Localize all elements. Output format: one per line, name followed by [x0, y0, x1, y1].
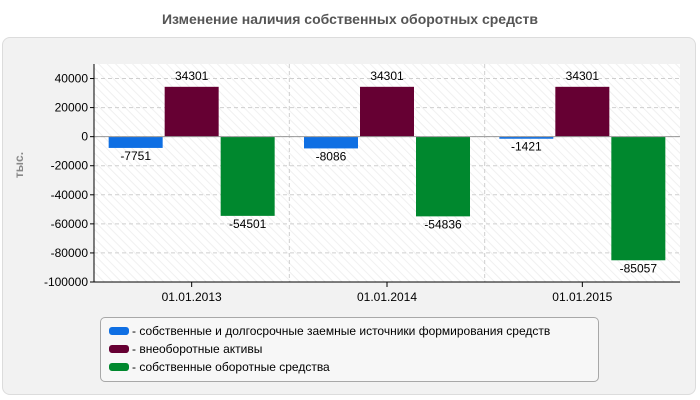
y-axis-label: тыс. [12, 152, 26, 178]
bar [164, 86, 219, 137]
data-label: -8086 [316, 149, 347, 163]
y-tick-label: 0 [81, 130, 88, 144]
bar [360, 86, 414, 137]
data-label: -85057 [620, 261, 658, 275]
chart-title: Изменение наличия собственных оборотных … [161, 11, 539, 27]
data-label: -1421 [511, 140, 542, 154]
legend-label: - собственные и долгосрочные заемные ист… [132, 324, 551, 338]
legend-label: - внеоборотные активы [132, 342, 263, 356]
legend-item: - собственные и долгосрочные заемные ист… [109, 322, 598, 340]
data-label: -54501 [229, 217, 267, 231]
legend-swatch [109, 327, 129, 335]
bar [416, 136, 470, 217]
y-tick-label: -40000 [51, 188, 89, 202]
y-tick-label: -100000 [44, 275, 88, 289]
bar [220, 136, 275, 216]
bar [611, 136, 666, 261]
legend-swatch [109, 363, 129, 371]
bar [499, 136, 554, 139]
bar [304, 136, 358, 149]
legend-item: - собственные оборотные средства [109, 358, 598, 376]
y-tick-label: 40000 [55, 72, 89, 86]
x-tick-label: 01.01.2015 [552, 290, 612, 304]
legend-swatch [109, 345, 129, 353]
bar [108, 136, 163, 148]
data-label: 34301 [566, 69, 600, 83]
data-label: -54836 [424, 217, 462, 231]
y-tick-label: -80000 [51, 246, 89, 260]
y-tick-label: -60000 [51, 217, 89, 231]
legend-item: - внеоборотные активы [109, 340, 598, 358]
data-label: 34301 [370, 69, 404, 83]
data-label: 34301 [175, 69, 209, 83]
y-tick-label: 20000 [55, 101, 89, 115]
bar [555, 86, 610, 137]
x-tick-label: 01.01.2014 [357, 290, 417, 304]
data-label: -7751 [120, 149, 151, 163]
x-tick-label: 01.01.2013 [162, 290, 222, 304]
y-tick-label: -20000 [51, 159, 89, 173]
legend: - собственные и долгосрочные заемные ист… [100, 317, 599, 382]
legend-label: - собственные оборотные средства [132, 360, 330, 374]
